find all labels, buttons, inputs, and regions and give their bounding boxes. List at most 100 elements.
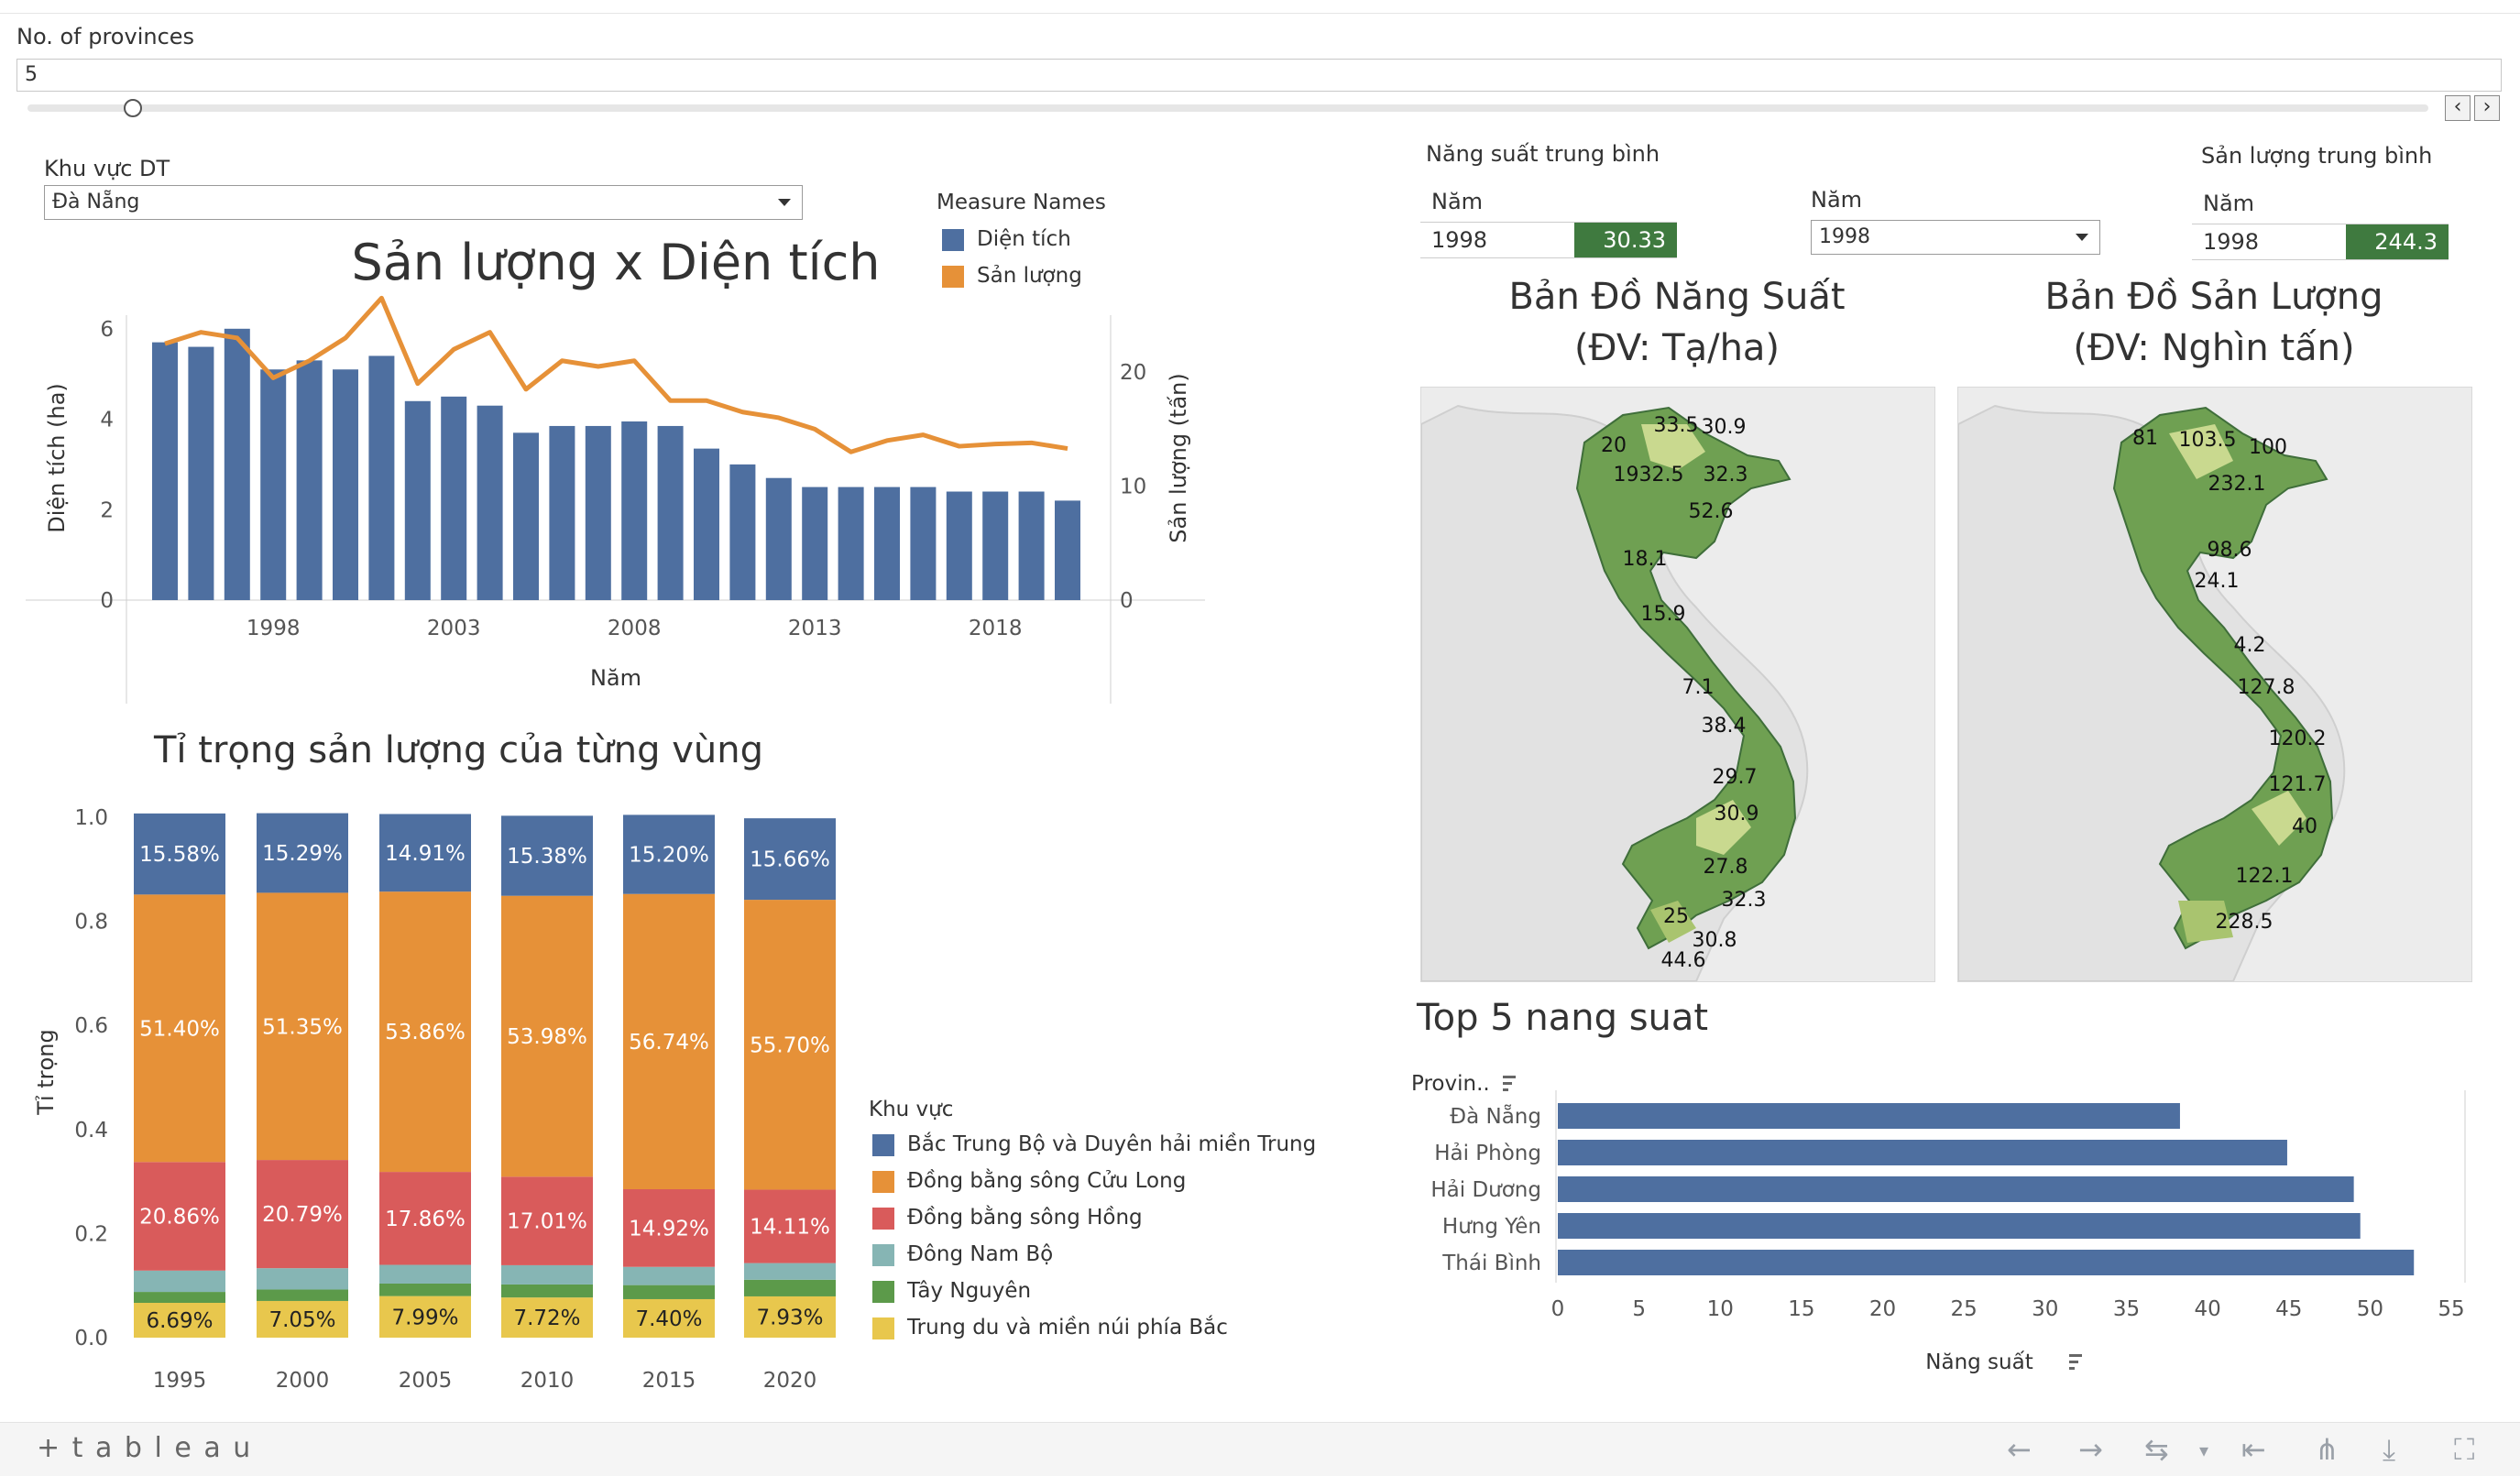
stack-segment-1995[interactable] bbox=[134, 1292, 225, 1304]
legend-item-region[interactable]: Đông Nam Bộ bbox=[872, 1242, 1053, 1266]
stack-segment-2010[interactable] bbox=[501, 1176, 593, 1265]
stack-segment-2005[interactable] bbox=[379, 1264, 471, 1284]
bar-province[interactable] bbox=[1558, 1213, 2361, 1239]
stack-segment-2005[interactable] bbox=[379, 1296, 471, 1338]
stack-segment-1995[interactable] bbox=[134, 894, 225, 1163]
bar-dien-tich-2018[interactable] bbox=[982, 491, 1009, 600]
bar-dien-tich-2013[interactable] bbox=[802, 487, 828, 600]
provinces-input[interactable]: 5 bbox=[16, 59, 2502, 92]
fullscreen-icon[interactable]: ⛶ bbox=[2454, 1432, 2475, 1467]
sort-icon[interactable] bbox=[1503, 1076, 1516, 1091]
bar-dien-tich-2010[interactable] bbox=[694, 448, 719, 600]
stack-segment-2015[interactable] bbox=[623, 1189, 715, 1267]
legend-item-region[interactable]: Tây Nguyên bbox=[872, 1279, 1031, 1303]
stack-segment-2000[interactable] bbox=[257, 1289, 348, 1301]
stack-segment-1995[interactable] bbox=[134, 1162, 225, 1271]
bar-dien-tich-1996[interactable] bbox=[188, 346, 214, 600]
stack-segment-2010[interactable] bbox=[501, 1297, 593, 1338]
bar-province[interactable] bbox=[1558, 1250, 2415, 1275]
stack-segment-2005[interactable] bbox=[379, 1172, 471, 1265]
legend-item-region[interactable]: Trung du và miền núi phía Bắc bbox=[872, 1316, 1228, 1339]
bar-dien-tich-2009[interactable] bbox=[657, 425, 684, 600]
bar-dien-tich-2000[interactable] bbox=[333, 369, 358, 600]
legend-item-region[interactable]: Đồng bằng sông Hồng bbox=[872, 1206, 1143, 1230]
bar-province[interactable] bbox=[1558, 1140, 2287, 1165]
bar-dien-tich-2003[interactable] bbox=[441, 396, 467, 600]
bar-dien-tich-2015[interactable] bbox=[874, 487, 900, 600]
bar-dien-tich-2002[interactable] bbox=[404, 400, 431, 600]
stack-segment-2015[interactable] bbox=[623, 893, 715, 1190]
revert-icon[interactable]: ⇆ bbox=[2144, 1432, 2169, 1467]
bar-dien-tich-2007[interactable] bbox=[585, 425, 611, 600]
bar-province[interactable] bbox=[1558, 1176, 2354, 1202]
yield-map[interactable]: 20 33.5 30.9 1932.5 32.3 52.6 18.1 15.9 7.1 38.4 2… bbox=[1420, 387, 1935, 982]
bar-dien-tich-2004[interactable] bbox=[477, 405, 503, 600]
bar-dien-tich-2019[interactable] bbox=[1018, 491, 1045, 600]
bar-dien-tich-2020[interactable] bbox=[1055, 500, 1080, 600]
download-icon[interactable]: ⤓ bbox=[2383, 1432, 2396, 1467]
legend-item-region[interactable]: Bắc Trung Bộ và Duyên hải miền Trung bbox=[872, 1132, 1316, 1156]
region-select[interactable]: Đà Nẵng bbox=[44, 185, 803, 220]
bar-dien-tich-2014[interactable] bbox=[838, 487, 864, 600]
next-value-button[interactable]: › bbox=[2474, 95, 2500, 121]
bar-dien-tich-2005[interactable] bbox=[513, 432, 539, 600]
stack-segment-2000[interactable] bbox=[257, 1160, 348, 1269]
bar-dien-tich-2011[interactable] bbox=[729, 464, 756, 600]
legend-item-dien-tich[interactable]: Diện tích bbox=[942, 227, 1071, 251]
bar-dien-tich-2012[interactable] bbox=[765, 477, 792, 600]
bar-dien-tich-2016[interactable] bbox=[910, 487, 937, 600]
provinces-slider-track[interactable] bbox=[27, 104, 2428, 112]
bar-dien-tich-2001[interactable] bbox=[368, 355, 395, 600]
region-select-value: Đà Nẵng bbox=[52, 191, 140, 213]
stack-segment-2000[interactable] bbox=[257, 892, 348, 1161]
revert-dropdown-icon[interactable]: ▾ bbox=[2199, 1439, 2209, 1461]
stack-segment-2020[interactable] bbox=[744, 1296, 836, 1338]
stack-segment-2010[interactable] bbox=[501, 1284, 593, 1298]
stack-segment-2015[interactable] bbox=[623, 1298, 715, 1338]
stack-segment-2015[interactable] bbox=[623, 1266, 715, 1285]
prev-value-button[interactable]: ‹ bbox=[2445, 95, 2471, 121]
stack-segment-2005[interactable] bbox=[379, 891, 471, 1173]
legend-item-region[interactable]: Đồng bằng sông Cửu Long bbox=[872, 1169, 1186, 1193]
stack-segment-2020[interactable] bbox=[744, 900, 836, 1190]
bar-province[interactable] bbox=[1558, 1103, 2180, 1129]
stack-segment-1995[interactable] bbox=[134, 1270, 225, 1293]
stack-segment-2000[interactable] bbox=[257, 813, 348, 893]
share-icon[interactable]: ⋔ bbox=[2315, 1432, 2339, 1467]
stack-segment-2010[interactable] bbox=[501, 815, 593, 896]
stack-segment-2020[interactable] bbox=[744, 1189, 836, 1263]
bar-dien-tich-2008[interactable] bbox=[621, 421, 648, 600]
provinces-slider-thumb[interactable] bbox=[123, 99, 142, 117]
stack-segment-2015[interactable] bbox=[623, 1285, 715, 1299]
year-select[interactable]: 1998 bbox=[1811, 220, 2100, 255]
chart1-y2-tick: 20 bbox=[1120, 361, 1146, 385]
stack-segment-2020[interactable] bbox=[744, 1263, 836, 1280]
stack-segment-2000[interactable] bbox=[257, 1300, 348, 1338]
chart3-category-label: Thái Bình bbox=[1441, 1252, 1541, 1275]
stack-segment-2010[interactable] bbox=[501, 895, 593, 1177]
tableau-logo[interactable]: + t a b l e a u bbox=[37, 1432, 253, 1464]
stack-segment-1995[interactable] bbox=[134, 813, 225, 895]
chart3-category-label: Hải Phòng bbox=[1434, 1142, 1541, 1165]
stack-segment-1995[interactable] bbox=[134, 1303, 225, 1338]
stack-segment-2010[interactable] bbox=[501, 1264, 593, 1285]
bar-dien-tich-2006[interactable] bbox=[549, 425, 575, 600]
output-map[interactable]: 81 103.5 100 232.1 98.6 24.1 4.2 127.8 120.2 121.… bbox=[1957, 387, 2472, 982]
stack-segment-2005[interactable] bbox=[379, 1283, 471, 1296]
redo-icon[interactable]: → bbox=[2078, 1432, 2103, 1467]
legend-item-san-luong[interactable]: Sản lượng bbox=[942, 264, 1082, 288]
map-value-label: 30.9 bbox=[1715, 803, 1759, 825]
bar-dien-tich-1999[interactable] bbox=[296, 360, 323, 600]
stack-segment-2020[interactable] bbox=[744, 1279, 836, 1296]
stack-segment-2005[interactable] bbox=[379, 814, 471, 892]
stack-segment-2015[interactable] bbox=[623, 815, 715, 894]
stack-segment-2000[interactable] bbox=[257, 1268, 348, 1290]
sort-icon[interactable] bbox=[2069, 1354, 2082, 1370]
undo-icon[interactable]: ← bbox=[2007, 1432, 2032, 1467]
bar-dien-tich-1997[interactable] bbox=[224, 328, 250, 600]
bar-dien-tich-1998[interactable] bbox=[260, 369, 287, 600]
bar-dien-tich-2017[interactable] bbox=[946, 491, 972, 600]
reset-icon[interactable]: ⇤ bbox=[2241, 1432, 2266, 1467]
bar-dien-tich-1995[interactable] bbox=[152, 342, 178, 600]
stack-segment-2020[interactable] bbox=[744, 818, 836, 901]
